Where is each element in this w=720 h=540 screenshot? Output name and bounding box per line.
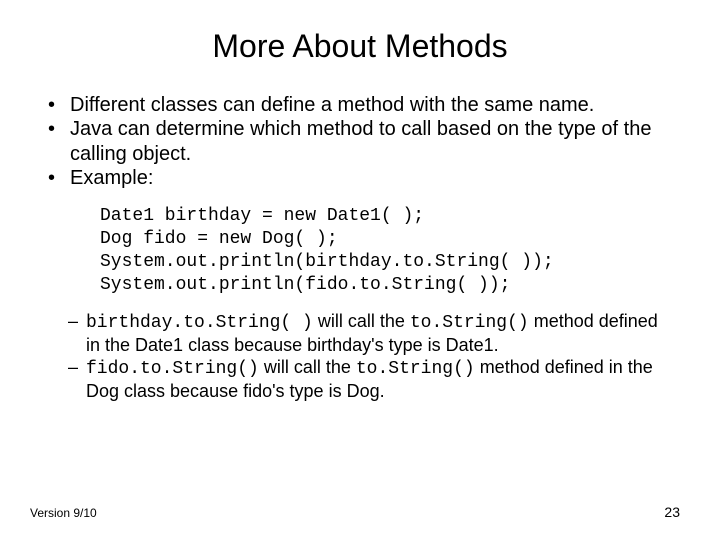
bullet-item: Example: <box>48 166 690 190</box>
code-inline: birthday.to.String( ) <box>86 313 313 333</box>
bullet-item: Java can determine which method to call … <box>48 117 690 166</box>
bullet-list: Different classes can define a method wi… <box>30 93 690 191</box>
text-run: will call the <box>313 311 410 331</box>
sub-bullet-item: birthday.to.String( ) will call the to.S… <box>68 311 672 357</box>
code-block: Date1 birthday = new Date1( ); Dog fido … <box>100 205 690 297</box>
bullet-item: Different classes can define a method wi… <box>48 93 690 117</box>
code-inline: to.String() <box>410 313 529 333</box>
code-line: Dog fido = new Dog( ); <box>100 229 338 249</box>
page-number: 23 <box>664 504 680 520</box>
code-line: Date1 birthday = new Date1( ); <box>100 206 424 226</box>
code-inline: to.String() <box>356 359 475 379</box>
slide: More About Methods Different classes can… <box>0 0 720 540</box>
sub-bullet-item: fido.to.String() will call the to.String… <box>68 357 672 403</box>
text-run: will call the <box>259 357 356 377</box>
code-inline: fido.to.String() <box>86 359 259 379</box>
code-line: System.out.println(birthday.to.String( )… <box>100 252 554 272</box>
slide-title: More About Methods <box>30 28 690 65</box>
sub-bullet-list: birthday.to.String( ) will call the to.S… <box>30 311 690 403</box>
code-line: System.out.println(fido.to.String( )); <box>100 275 510 295</box>
footer-version: Version 9/10 <box>30 506 97 520</box>
